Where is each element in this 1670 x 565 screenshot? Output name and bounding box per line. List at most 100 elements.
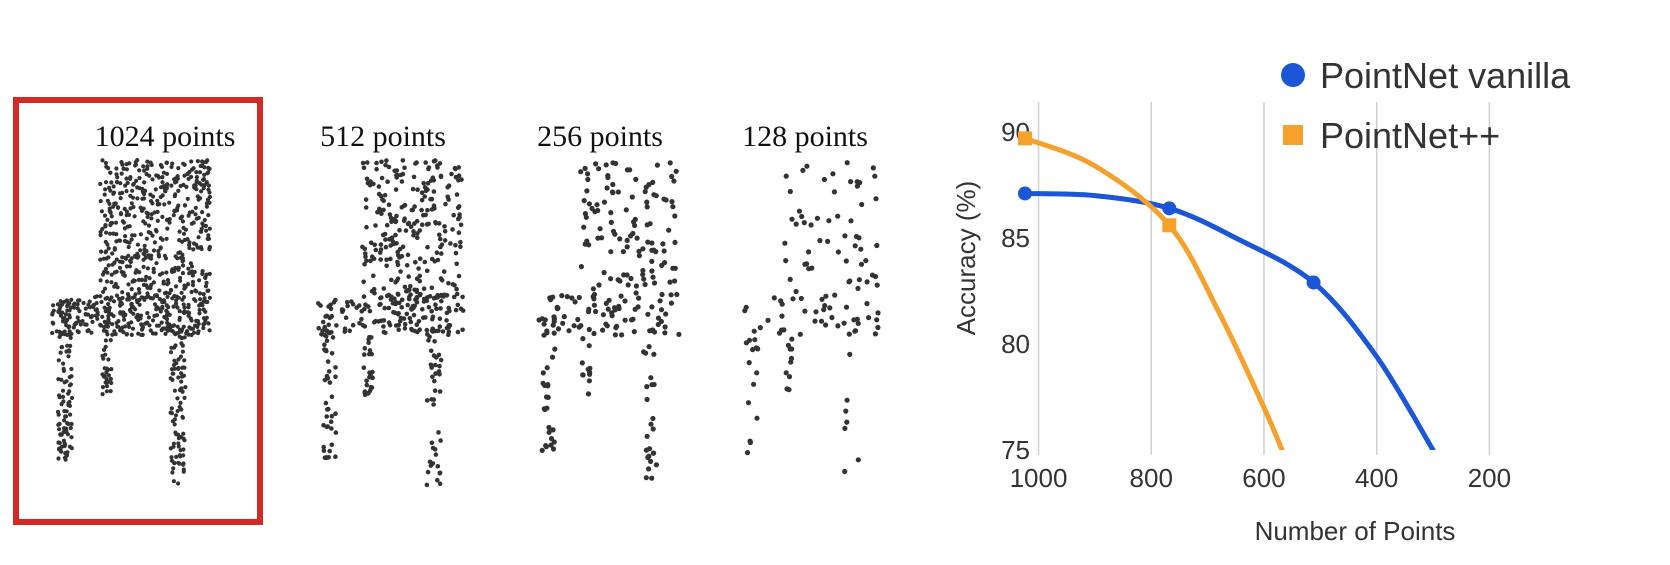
cloud-point (60, 319, 66, 324)
cloud-point (133, 162, 138, 167)
cloud-point (105, 217, 110, 222)
cloud-point (111, 184, 116, 189)
cloud-point (177, 315, 182, 320)
cloud-point (444, 318, 449, 323)
cloud-point (56, 377, 61, 382)
cloud-point (173, 284, 179, 289)
cloud-point (821, 307, 827, 313)
cloud-point (751, 328, 757, 334)
cloud-point (120, 260, 125, 265)
cloud-point (754, 370, 760, 376)
cloud-point (104, 370, 109, 375)
cloud-point (456, 230, 462, 235)
cloud-point (150, 177, 155, 182)
cloud-point (55, 302, 61, 307)
cloud-point (581, 224, 587, 230)
cloud-point (835, 249, 841, 255)
cloud-point (779, 313, 785, 319)
cloud-point (179, 329, 184, 334)
cloud-point (382, 305, 387, 311)
cloud-point (150, 201, 155, 206)
cloud-point (130, 304, 135, 310)
cloud-point (60, 388, 66, 393)
cloud-point (647, 221, 653, 227)
cloud-point (111, 204, 116, 209)
cloud-point (72, 305, 77, 310)
cloud-point (57, 427, 62, 432)
cloud-point (175, 408, 180, 414)
cloud-point (201, 177, 206, 182)
cloud-point (181, 310, 186, 315)
cloud-point (76, 330, 81, 335)
cloud-point (176, 460, 181, 465)
cloud-point (404, 311, 410, 317)
cloud-point (586, 201, 592, 207)
cloud-point (54, 329, 59, 334)
cloud-point (164, 186, 169, 191)
cloud-point (155, 218, 160, 223)
cloud-point (104, 376, 109, 382)
cloud-point (361, 279, 366, 285)
cloud-point (320, 319, 326, 325)
point-cloud-panel-1024: 1024 points (0, 0, 270, 565)
cloud-point (397, 300, 402, 306)
cloud-point (844, 419, 850, 425)
cloud-point (425, 208, 430, 213)
cloud-point (333, 430, 339, 435)
cloud-point (172, 293, 177, 299)
highlight-box (13, 97, 263, 525)
cloud-point (446, 329, 452, 335)
cloud-point (395, 249, 400, 255)
cloud-point (672, 213, 678, 219)
cloud-point (186, 305, 191, 310)
cloud-point (103, 266, 108, 271)
cloud-point (776, 330, 783, 336)
cloud-point (109, 280, 114, 285)
cloud-point (429, 397, 434, 402)
cloud-point (672, 239, 678, 245)
cloud-point (113, 220, 119, 225)
cloud-point (398, 269, 403, 274)
cloud-point (103, 296, 108, 301)
legend-label: PointNet vanilla (1320, 55, 1571, 96)
cloud-point (658, 307, 665, 313)
cloud-point (75, 302, 80, 307)
cloud-point (140, 332, 145, 337)
cloud-point (113, 201, 118, 206)
cloud-point (646, 344, 652, 350)
cloud-point (640, 267, 646, 274)
cloud-point (184, 184, 189, 189)
cloud-point (744, 450, 751, 456)
cloud-point (361, 365, 367, 371)
cloud-point (56, 309, 61, 314)
cloud-point (193, 288, 198, 293)
x-tick-label: 200 (1468, 463, 1511, 493)
cloud-point (171, 304, 176, 309)
cloud-point (194, 242, 199, 247)
cloud-point (123, 183, 128, 188)
cloud-point (141, 196, 147, 201)
cloud-point (122, 226, 127, 231)
cloud-point (174, 361, 179, 366)
cloud-point (364, 378, 369, 384)
cloud-point (140, 325, 145, 330)
cloud-point (645, 239, 651, 245)
cloud-point (392, 296, 397, 302)
cloud-point (536, 317, 542, 323)
cloud-point (323, 348, 328, 354)
cloud-point (452, 283, 457, 288)
cloud-point (435, 293, 440, 298)
cloud-point (207, 226, 212, 231)
cloud-point (61, 361, 66, 366)
cloud-point (144, 249, 149, 254)
cloud-point (135, 242, 140, 247)
cloud-point (433, 158, 438, 163)
cloud-point (412, 303, 417, 309)
cloud-point (202, 165, 207, 170)
cloud-point (420, 307, 425, 312)
cloud-point (377, 302, 382, 308)
cloud-point (129, 287, 134, 292)
cloud-point (150, 296, 155, 301)
cloud-point (141, 164, 146, 169)
cloud-point (106, 301, 111, 307)
